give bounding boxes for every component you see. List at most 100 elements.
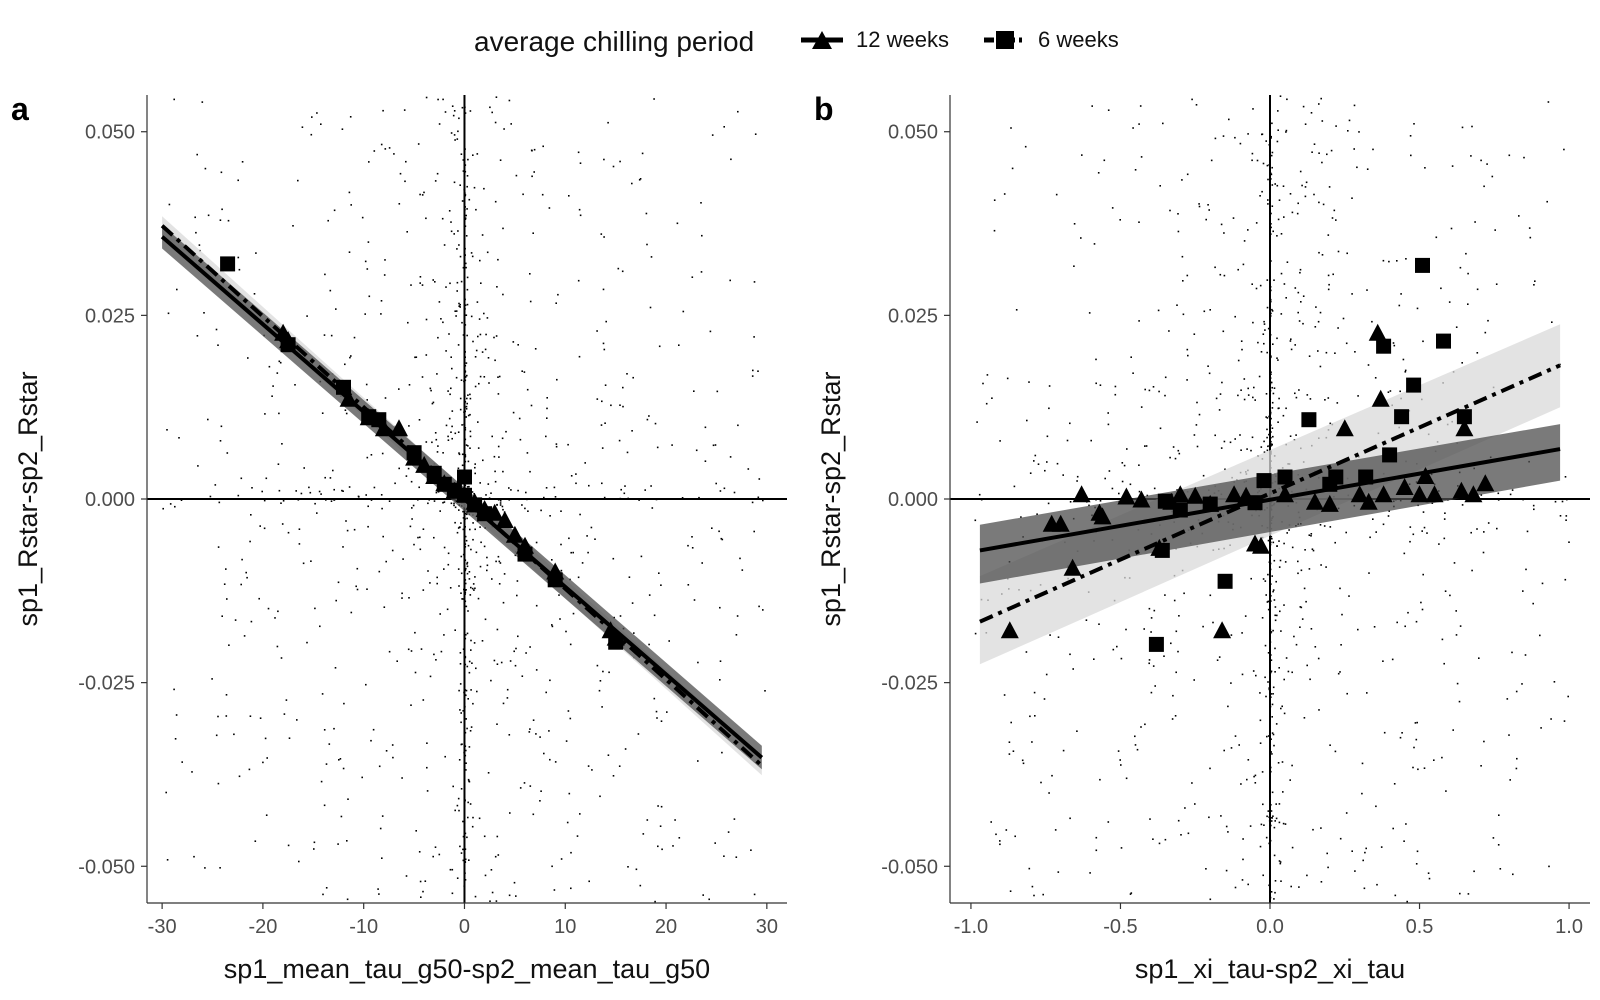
background-point [631, 430, 633, 432]
background-point [458, 453, 461, 456]
background-point [423, 191, 425, 194]
background-point [451, 367, 453, 370]
background-point [1250, 449, 1252, 452]
background-point [1209, 767, 1211, 770]
background-point [1304, 549, 1306, 551]
data-point-triangle [495, 511, 514, 528]
background-point [1371, 320, 1373, 323]
background-point [298, 860, 300, 863]
background-point [434, 180, 437, 182]
background-point [1315, 306, 1317, 308]
background-point [466, 208, 468, 210]
background-point [1132, 127, 1134, 129]
background-point [1444, 590, 1447, 592]
background-point [1305, 181, 1308, 184]
background-point [546, 417, 548, 419]
background-point [465, 694, 467, 697]
background-point [1177, 230, 1180, 233]
background-point [1267, 735, 1270, 737]
background-point [619, 615, 622, 617]
background-point [631, 602, 634, 604]
background-point [391, 549, 394, 552]
background-point [590, 526, 593, 529]
background-point [1091, 105, 1093, 107]
background-point [1289, 340, 1292, 342]
background-point [1271, 817, 1273, 819]
background-point [408, 384, 411, 386]
background-point [1157, 309, 1160, 312]
background-point [549, 758, 551, 761]
background-point [466, 374, 468, 377]
background-point [503, 128, 505, 130]
background-point [708, 898, 710, 901]
background-point [566, 821, 569, 824]
background-point [1550, 718, 1552, 720]
background-point [469, 393, 471, 396]
background-point [1129, 893, 1132, 895]
background-point [384, 148, 387, 150]
background-point [1452, 729, 1454, 731]
background-point [215, 734, 218, 737]
background-point [458, 689, 460, 692]
background-point [1273, 826, 1276, 829]
background-point [648, 643, 650, 646]
data-point-square [1376, 338, 1392, 354]
background-point [1272, 693, 1274, 695]
background-point [481, 351, 484, 353]
background-point [419, 193, 421, 196]
background-point [455, 315, 457, 317]
background-point [529, 470, 531, 473]
background-point [1263, 320, 1265, 323]
background-point [1391, 658, 1394, 661]
background-point [1031, 885, 1034, 888]
background-point [1327, 866, 1329, 869]
background-point [415, 356, 418, 358]
background-point [528, 731, 531, 733]
background-point [417, 536, 419, 539]
background-point [329, 477, 332, 479]
background-point [1254, 774, 1257, 777]
background-point [1265, 140, 1267, 142]
background-point [604, 384, 607, 386]
background-point [1259, 742, 1262, 744]
background-point [549, 515, 551, 517]
background-point [1225, 869, 1228, 872]
background-point [990, 821, 992, 823]
background-point [1125, 777, 1128, 780]
background-point [1095, 382, 1097, 385]
data-point-triangle [1072, 485, 1091, 503]
background-point [1283, 678, 1285, 681]
background-point [546, 407, 548, 410]
background-point [474, 472, 476, 475]
background-point [462, 598, 464, 600]
panel-letter: a [11, 91, 29, 127]
background-point [1353, 148, 1355, 150]
background-point [418, 486, 420, 489]
background-point [1270, 135, 1272, 138]
background-point [165, 791, 167, 794]
background-point [420, 648, 423, 650]
background-point [1283, 604, 1285, 606]
background-point [1214, 137, 1217, 140]
background-point [1299, 271, 1301, 274]
background-point [639, 884, 642, 887]
background-point [1278, 199, 1281, 201]
background-point [508, 487, 510, 489]
background-point [465, 405, 468, 408]
background-point [1123, 464, 1126, 467]
background-point [1423, 767, 1426, 769]
background-point [539, 736, 541, 738]
background-point [553, 486, 556, 489]
background-point [225, 715, 228, 717]
data-point-triangle [1117, 487, 1136, 505]
background-point [1051, 774, 1053, 777]
background-point [1283, 712, 1286, 715]
background-point [425, 96, 428, 99]
background-point [237, 494, 240, 497]
background-point [631, 182, 633, 185]
background-point [1270, 535, 1273, 538]
background-point [530, 404, 533, 407]
background-point [370, 739, 372, 742]
y-tick-label: 0.025 [888, 305, 938, 327]
background-point [459, 526, 461, 529]
